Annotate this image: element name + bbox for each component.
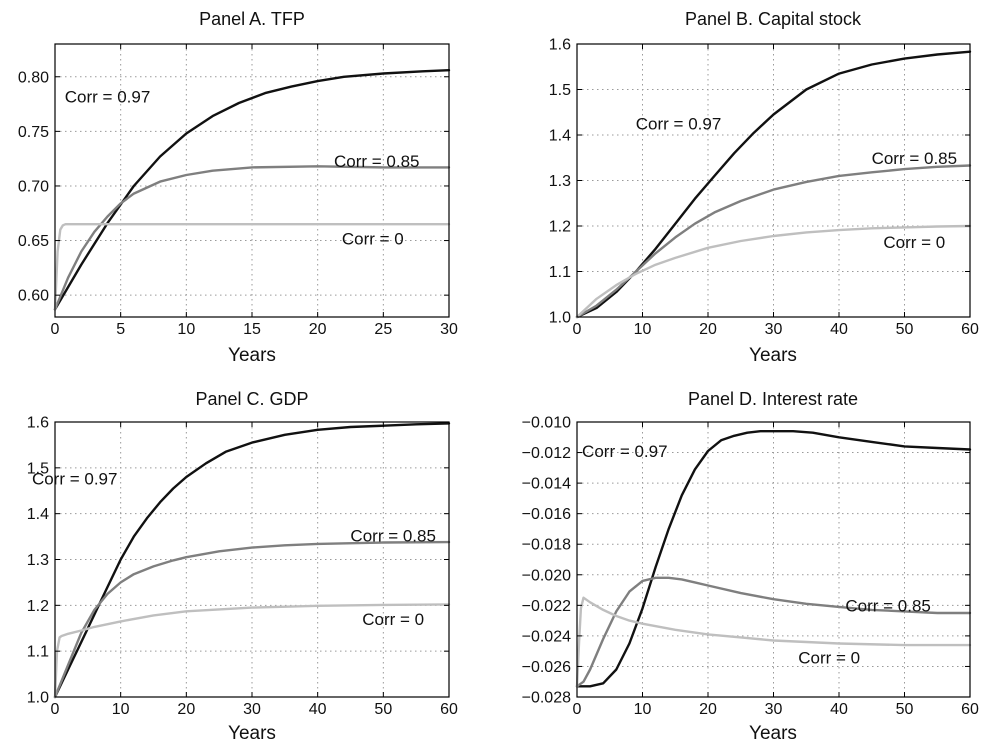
panel-c-x-tick-label: 30 xyxy=(243,701,261,718)
panel-b-series-label-2: Corr = 0 xyxy=(883,233,945,252)
panel-a-series-line-2 xyxy=(53,222,451,311)
panel-c-y-tick-label: 1.4 xyxy=(27,506,49,523)
panel-b-x-tick-label: 30 xyxy=(765,321,783,338)
panel-a-x-tick-label: 15 xyxy=(243,321,261,338)
panel-a-y-tick-label: 0.75 xyxy=(18,124,49,141)
panel-b-y-tick-label: 1.4 xyxy=(549,128,571,145)
panel-b-series-line-2 xyxy=(575,224,972,319)
panel-d-y-tick-label: −0.028 xyxy=(522,690,571,707)
panel-d-y-tick-label: −0.014 xyxy=(522,476,571,493)
panel-c-xlabel: Years xyxy=(228,723,276,741)
panel-a-x-tick-label: 20 xyxy=(309,321,327,338)
panel-d-series-line-0 xyxy=(575,430,972,688)
panel-b-x-tick-label: 50 xyxy=(896,321,914,338)
panel-c-series-label-1: Corr = 0.85 xyxy=(350,527,436,546)
panel-c-x-tick-label: 20 xyxy=(177,701,195,718)
panel-d-series-label-2: Corr = 0 xyxy=(798,648,860,667)
panel-d-series-line-2 xyxy=(575,596,972,688)
panel-c-y-tick-label: 1.5 xyxy=(27,460,49,477)
panel-a-y-tick-label: 0.60 xyxy=(18,288,49,305)
panel-b: Panel B. Capital stock Years 0 10 20 30 40 50… xyxy=(549,9,979,366)
panel-a-series-label-2: Corr = 0 xyxy=(342,229,404,248)
panel-a-x-tick-label: 30 xyxy=(440,321,458,338)
panel-c-x-tick-label: 60 xyxy=(440,701,458,718)
panel-a-x-tick-label: 10 xyxy=(177,321,195,338)
panel-a-series-label-0: Corr = 0.97 xyxy=(65,87,151,106)
panel-b-series-label-0: Corr = 0.97 xyxy=(636,115,722,134)
panel-b-x-tick-label: 40 xyxy=(830,321,848,338)
panel-a-series-line-0 xyxy=(53,68,451,311)
panel-d-xlabel: Years xyxy=(749,723,797,741)
panel-b-y-tick-label: 1.3 xyxy=(549,173,571,190)
panel-b-y-tick-label: 1.6 xyxy=(549,37,571,54)
panel-c-y-tick-label: 1.3 xyxy=(27,552,49,569)
panel-d-y-tick-label: −0.016 xyxy=(522,506,571,523)
panel-c-series-label-2: Corr = 0 xyxy=(362,610,424,629)
panel-b-x-tick-label: 10 xyxy=(634,321,652,338)
panel-c-y-tick-label: 1.6 xyxy=(27,415,49,432)
panel-a-x-tick-label: 0 xyxy=(51,321,60,338)
panel-d-series-label-1: Corr = 0.85 xyxy=(845,596,931,615)
panel-d-x-tick-label: 60 xyxy=(961,701,979,718)
panel-a-series-line-1 xyxy=(53,165,451,311)
panel-a: Panel A. TFP Years 0 5 10 15 20 25 30 0.60 0.65 0… xyxy=(18,9,458,366)
panel-c-series-line-1 xyxy=(53,540,451,699)
panel-b-y-tick-label: 1.1 xyxy=(549,264,571,281)
panel-a-series-label-1: Corr = 0.85 xyxy=(334,152,420,171)
panel-d-y-tick-label: −0.024 xyxy=(522,628,571,645)
panel-c: Panel C. GDP Years 0 10 20 30 40 50 60 1.0 1.1 1.… xyxy=(27,389,458,741)
panel-c-y-tick-label: 1.0 xyxy=(27,690,49,707)
panel-a-y-tick-label: 0.65 xyxy=(18,233,49,250)
panel-d-y-tick-label: −0.012 xyxy=(522,445,571,462)
panel-c-series-line-2 xyxy=(53,603,451,699)
panel-d: Panel D. Interest rate Years 0 10 20 30 40 50… xyxy=(522,389,979,741)
panel-b-xlabel: Years xyxy=(749,345,797,366)
panel-d-title: Panel D. Interest rate xyxy=(688,389,858,409)
panel-d-y-tick-label: −0.018 xyxy=(522,537,571,554)
panel-d-series-line-1 xyxy=(575,576,972,688)
panel-b-y-tick-label: 1.2 xyxy=(549,219,571,236)
panel-d-series-label-0: Corr = 0.97 xyxy=(582,442,668,461)
panel-a-y-tick-label: 0.70 xyxy=(18,178,49,195)
panel-a-x-tick-label: 25 xyxy=(374,321,392,338)
panel-d-x-tick-label: 40 xyxy=(830,701,848,718)
panel-a-title: Panel A. TFP xyxy=(199,9,305,29)
panel-c-title: Panel C. GDP xyxy=(195,389,308,409)
panel-b-x-tick-label: 60 xyxy=(961,321,979,338)
panel-a-y-tick-label: 0.80 xyxy=(18,69,49,86)
panel-b-series-label-1: Corr = 0.85 xyxy=(872,149,958,168)
panel-b-y-tick-label: 1.5 xyxy=(549,82,571,99)
panel-b-title: Panel B. Capital stock xyxy=(685,9,862,29)
panel-c-y-tick-label: 1.1 xyxy=(27,644,49,661)
panel-d-y-tick-label: −0.022 xyxy=(522,598,571,615)
panel-c-y-tick-label: 1.2 xyxy=(27,598,49,615)
panel-d-y-tick-label: −0.026 xyxy=(522,659,571,676)
panel-c-series-line-0 xyxy=(53,422,451,699)
panel-d-x-tick-label: 50 xyxy=(896,701,914,718)
panel-b-x-tick-label: 0 xyxy=(573,321,582,338)
panel-c-x-tick-label: 10 xyxy=(112,701,130,718)
panel-a-xlabel: Years xyxy=(228,345,276,366)
panel-d-y-tick-label: −0.020 xyxy=(522,567,571,584)
panel-c-x-tick-label: 40 xyxy=(309,701,327,718)
panel-b-x-tick-label: 20 xyxy=(699,321,717,338)
panel-c-x-tick-label: 50 xyxy=(374,701,392,718)
panel-d-y-tick-label: −0.010 xyxy=(522,415,571,432)
panel-a-x-tick-label: 5 xyxy=(116,321,125,338)
panel-d-x-tick-label: 30 xyxy=(765,701,783,718)
panel-d-x-tick-label: 20 xyxy=(699,701,717,718)
panel-d-x-tick-label: 0 xyxy=(573,701,582,718)
panel-c-series-label-0: Corr = 0.97 xyxy=(32,469,118,488)
panel-c-x-tick-label: 0 xyxy=(51,701,60,718)
panel-b-y-tick-label: 1.0 xyxy=(549,310,571,327)
panel-d-x-tick-label: 10 xyxy=(634,701,652,718)
